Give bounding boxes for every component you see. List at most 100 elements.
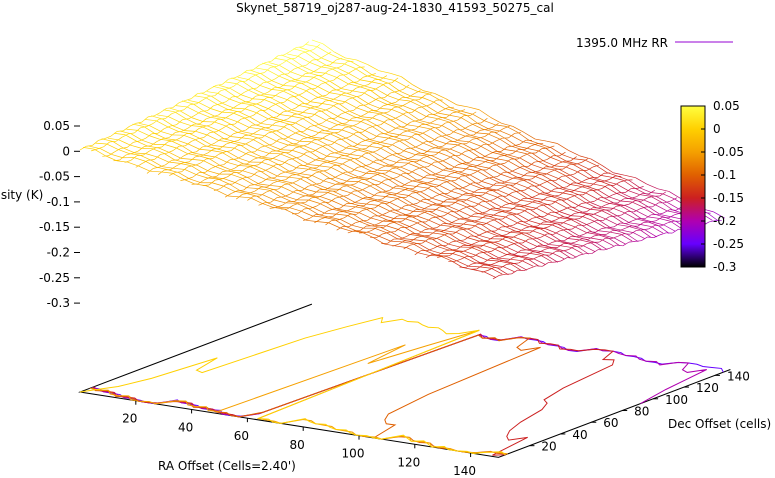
mesh-line — [397, 106, 409, 114]
mesh-line — [157, 114, 169, 118]
mesh-line — [175, 131, 182, 133]
mesh-line — [282, 180, 294, 184]
mesh-line — [495, 260, 502, 264]
mesh-line — [280, 82, 287, 88]
mesh-line — [447, 225, 455, 229]
mesh-line — [506, 230, 513, 235]
mesh-line — [266, 170, 278, 177]
mesh-line — [660, 214, 672, 218]
mesh-line — [197, 137, 204, 140]
mesh-line — [652, 202, 659, 208]
mesh-line — [288, 137, 300, 142]
mesh-line — [325, 220, 332, 226]
mesh-line — [514, 249, 522, 255]
mesh-line — [168, 132, 176, 138]
mesh-line — [616, 244, 623, 247]
mesh-line — [406, 99, 414, 104]
mesh-line — [667, 220, 674, 224]
mesh-line — [478, 178, 486, 184]
mesh-line — [436, 209, 448, 214]
mesh-line — [203, 160, 215, 167]
mesh-line — [515, 263, 528, 271]
mesh-line — [589, 231, 596, 233]
mesh-line — [423, 211, 436, 217]
mesh-line — [530, 249, 542, 252]
mesh-line — [220, 165, 232, 171]
mesh-line — [232, 140, 239, 143]
mesh-line — [281, 201, 289, 206]
mesh-line — [323, 153, 331, 159]
mesh-line — [543, 234, 556, 242]
mesh-line — [480, 118, 488, 124]
mesh-line — [255, 165, 267, 171]
mesh-line — [331, 96, 338, 101]
mesh-line — [500, 247, 513, 255]
mesh-line — [292, 109, 304, 113]
mesh-line — [469, 157, 477, 163]
mesh-line — [354, 141, 362, 147]
mesh-line — [364, 179, 376, 186]
mesh-line — [396, 131, 404, 137]
mesh-line — [380, 108, 392, 110]
mesh-line — [591, 249, 599, 254]
mesh-line — [497, 210, 504, 214]
mesh-line — [353, 214, 365, 222]
mesh-line — [597, 209, 605, 213]
mesh-line — [292, 78, 300, 81]
mesh-line — [258, 120, 265, 126]
mesh-line — [252, 164, 259, 167]
mesh-line — [211, 182, 224, 187]
mesh-line — [426, 155, 438, 162]
mesh-line — [563, 206, 570, 211]
mesh-line — [394, 80, 407, 88]
mesh-line — [163, 109, 175, 113]
mesh-line — [450, 148, 463, 155]
mesh-line — [281, 159, 289, 165]
mesh-line — [261, 177, 269, 183]
mesh-line — [261, 202, 273, 208]
mesh-line — [217, 93, 230, 100]
mesh-line — [647, 236, 654, 238]
y-axis-label: Dec Offset (cells) — [668, 417, 771, 431]
mesh-line — [458, 151, 466, 156]
mesh-line — [456, 232, 468, 238]
mesh-line — [620, 233, 633, 242]
mesh-line — [480, 211, 487, 214]
mesh-line — [409, 169, 416, 174]
mesh-line — [664, 224, 676, 232]
floor-outline — [78, 303, 731, 458]
mesh-line — [360, 90, 368, 96]
mesh-line — [161, 171, 173, 174]
mesh-line — [386, 191, 398, 195]
mesh-line — [625, 225, 632, 229]
mesh-line — [322, 43, 335, 53]
mesh-line — [269, 207, 276, 209]
mesh-line — [258, 202, 265, 206]
mesh-line — [617, 233, 625, 237]
mesh-line — [535, 148, 543, 154]
mesh-line — [323, 190, 331, 195]
mesh-line — [392, 144, 405, 152]
mesh-line — [574, 190, 587, 194]
mesh-line — [403, 150, 416, 155]
mesh-line — [459, 210, 472, 217]
mesh-line — [605, 202, 612, 206]
mesh-line — [260, 170, 272, 179]
mesh-line — [540, 197, 548, 202]
mesh-line — [418, 229, 425, 235]
mesh-line — [230, 173, 242, 179]
mesh-line — [300, 82, 313, 90]
mesh-line — [381, 97, 393, 105]
mesh-line — [573, 194, 586, 203]
mesh-line — [370, 178, 382, 183]
mesh-line — [428, 141, 440, 148]
mesh-line — [644, 214, 652, 220]
mesh-line — [479, 129, 487, 131]
mesh-line — [628, 200, 636, 205]
mesh-line — [199, 102, 211, 109]
mesh-line — [407, 93, 415, 98]
mesh-line — [343, 213, 351, 219]
mesh-line — [500, 264, 507, 269]
mesh-line — [298, 208, 305, 214]
mesh-line — [354, 169, 366, 174]
